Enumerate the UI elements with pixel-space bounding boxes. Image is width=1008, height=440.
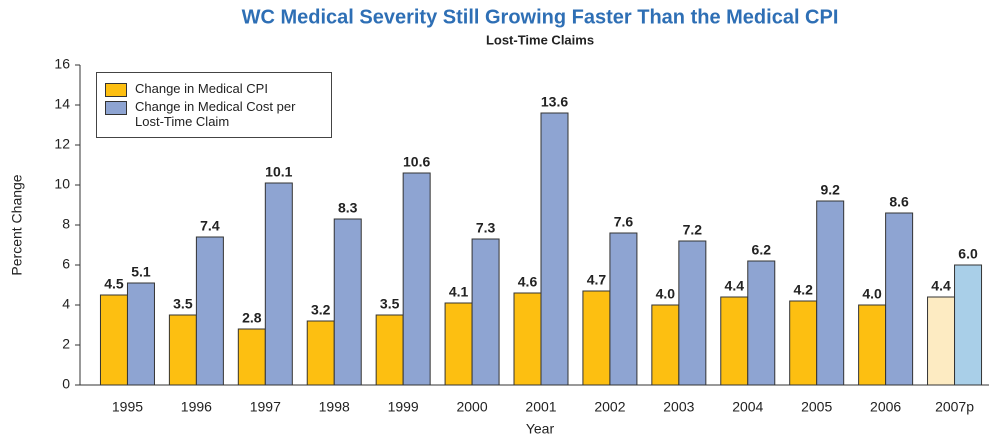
x-tick-label: 2005 [801, 399, 832, 415]
data-label: 10.1 [265, 164, 292, 180]
data-label: 4.7 [587, 272, 607, 288]
data-label: 6.0 [958, 246, 978, 262]
bar [582, 290, 611, 386]
bar [678, 240, 707, 386]
y-tick-label: 10 [54, 176, 70, 192]
chart-title: WC Medical Severity Still Growing Faster… [242, 6, 839, 28]
bar [540, 112, 569, 386]
bar [651, 304, 680, 386]
data-label: 8.6 [889, 194, 909, 210]
data-label: 3.5 [173, 296, 193, 312]
x-tick-label: 1999 [388, 399, 419, 415]
legend-label: Change in Medical Cost per Lost-Time Cla… [135, 99, 296, 129]
bar [927, 296, 956, 386]
legend-swatch [105, 83, 127, 97]
legend-item: Change in Medical CPI [105, 81, 323, 97]
data-label: 9.2 [820, 182, 840, 198]
y-tick-label: 4 [62, 296, 70, 312]
legend-swatch [105, 101, 127, 115]
bar [789, 300, 818, 386]
x-tick-label: 1995 [112, 399, 143, 415]
x-tick-label: 2001 [525, 399, 556, 415]
bar [333, 218, 362, 386]
data-label: 8.3 [338, 200, 358, 216]
data-label: 5.1 [131, 264, 151, 280]
x-tick-label: 1998 [319, 399, 350, 415]
data-label: 4.0 [656, 286, 676, 302]
bar [816, 200, 845, 386]
y-tick-label: 16 [54, 56, 70, 72]
data-label: 4.0 [862, 286, 882, 302]
bar [126, 282, 155, 386]
data-label: 2.8 [242, 310, 262, 326]
data-label: 4.5 [104, 276, 124, 292]
x-tick-label: 2003 [663, 399, 694, 415]
x-axis-label: Year [526, 421, 555, 437]
data-label: 13.6 [541, 94, 568, 110]
y-tick-label: 14 [54, 96, 70, 112]
data-label: 4.4 [725, 278, 745, 294]
bar [375, 314, 404, 386]
bar [237, 328, 266, 386]
bar [885, 212, 914, 386]
bar [720, 296, 749, 386]
x-tick-label: 2006 [870, 399, 901, 415]
y-axis-label: Percent Change [9, 174, 25, 275]
bar [513, 292, 542, 386]
bar [99, 294, 128, 386]
legend-item: Change in Medical Cost per Lost-Time Cla… [105, 99, 323, 129]
legend: Change in Medical CPI Change in Medical C… [96, 72, 332, 138]
bar [264, 182, 293, 386]
legend-label: Change in Medical CPI [135, 81, 268, 96]
chart-subtitle: Lost-Time Claims [486, 32, 594, 47]
x-tick-label: 2000 [456, 399, 487, 415]
bar [306, 320, 335, 386]
bar [747, 260, 776, 386]
bar [168, 314, 197, 386]
bar [954, 264, 983, 386]
data-label: 10.6 [403, 154, 430, 170]
bar [444, 302, 473, 386]
data-label: 3.5 [380, 296, 400, 312]
bar [858, 304, 887, 386]
data-label: 7.6 [614, 214, 634, 230]
bar [402, 172, 431, 386]
bar [195, 236, 224, 386]
data-label: 7.3 [476, 220, 496, 236]
data-label: 7.2 [683, 222, 703, 238]
y-tick-label: 12 [54, 136, 70, 152]
data-label: 4.4 [931, 278, 951, 294]
x-tick-label: 1996 [181, 399, 212, 415]
y-tick-label: 8 [62, 216, 70, 232]
y-tick-label: 6 [62, 256, 70, 272]
y-tick-label: 0 [62, 376, 70, 392]
x-tick-label: 2004 [732, 399, 763, 415]
data-label: 3.2 [311, 302, 331, 318]
y-tick-label: 2 [62, 336, 70, 352]
x-tick-label: 2007p [935, 399, 974, 415]
data-label: 7.4 [200, 218, 220, 234]
data-label: 4.1 [449, 284, 469, 300]
data-label: 6.2 [752, 242, 772, 258]
x-tick-label: 2002 [594, 399, 625, 415]
x-tick-label: 1997 [250, 399, 281, 415]
bar [609, 232, 638, 386]
data-label: 4.6 [518, 274, 538, 290]
data-label: 4.2 [793, 282, 813, 298]
bar [471, 238, 500, 386]
